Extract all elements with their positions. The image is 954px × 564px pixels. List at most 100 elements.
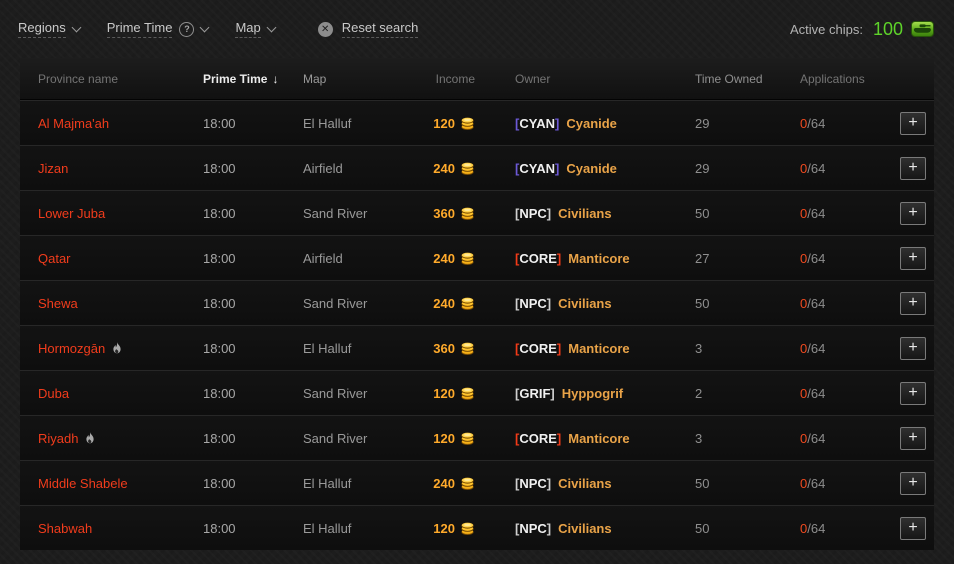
time-owned-cell: 3 — [695, 430, 703, 446]
header-owner[interactable]: Owner — [515, 71, 551, 86]
province-name-link[interactable]: Al Majma'ah — [38, 115, 110, 131]
active-chips-value: 100 — [872, 18, 903, 39]
clan-name-link[interactable]: Manticore — [568, 250, 630, 266]
clan-tag-open-bracket: [ — [515, 115, 520, 131]
income-cell: 120 — [380, 431, 475, 446]
clan-tag-open-bracket: [ — [515, 340, 520, 356]
clan-tag-close-bracket: ] — [550, 385, 555, 401]
owner-cell: [NPC] Civilians — [515, 476, 695, 491]
apply-plus-button[interactable]: + — [900, 291, 926, 315]
clan-name-link[interactable]: Civilians — [558, 475, 612, 491]
applications-total: /64 — [807, 115, 826, 131]
prime-time-cell: 18:00 — [203, 385, 236, 401]
map-cell: El Halluf — [303, 115, 352, 131]
apply-plus-button[interactable]: + — [900, 201, 926, 225]
clan-name-link[interactable]: Civilians — [558, 205, 612, 221]
table-header-row: Province name Prime Time ↓ Map Income Own… — [20, 58, 934, 100]
table-row: Qatar 18:00 Airfield 240 — [20, 235, 934, 280]
gold-coins-icon — [460, 342, 475, 355]
applications-cell: 0/64 — [800, 476, 885, 491]
regions-filter-dropdown[interactable]: Regions — [18, 20, 82, 38]
province-name-link[interactable]: Middle Shabele — [38, 475, 128, 491]
province-name-link[interactable]: Jizan — [38, 160, 69, 176]
applications-used: 0 — [800, 430, 808, 446]
time-owned-cell: 50 — [695, 205, 710, 221]
clan-tag-open-bracket: [ — [515, 475, 520, 491]
gold-coins-icon — [460, 252, 475, 265]
income-value: 120 — [433, 520, 455, 536]
clan-name-link[interactable]: Manticore — [568, 430, 630, 446]
apply-plus-button[interactable]: + — [900, 111, 926, 135]
table-row: Lower Juba 18:00 Sand River 360 — [20, 190, 934, 235]
owner-cell: [GRIF] Hyppogrif — [515, 386, 695, 401]
owner-cell: [CORE] Manticore — [515, 341, 695, 356]
income-cell: 120 — [380, 521, 475, 536]
sort-desc-icon: ↓ — [272, 71, 279, 86]
reset-search-button[interactable]: ✕ Reset search — [317, 20, 419, 38]
table-row: Jizan 18:00 Airfield 240 — [20, 145, 934, 190]
owner-cell: [CORE] Manticore — [515, 431, 695, 446]
map-filter-dropdown[interactable]: Map — [235, 20, 277, 38]
prime-time-cell: 18:00 — [203, 340, 236, 356]
applications-used: 0 — [800, 160, 808, 176]
province-name-link[interactable]: Shabwah — [38, 520, 93, 536]
apply-plus-button[interactable]: + — [900, 471, 926, 495]
income-cell: 360 — [380, 206, 475, 221]
time-owned-cell: 3 — [695, 340, 703, 356]
owner-cell: [CYAN] Cyanide — [515, 116, 695, 131]
clan-tag: CORE — [519, 340, 557, 356]
applications-used: 0 — [800, 250, 808, 266]
chevron-down-icon — [266, 22, 277, 33]
clan-tag-close-bracket: ] — [555, 160, 560, 176]
clan-name-link[interactable]: Manticore — [568, 340, 630, 356]
prime-time-filter-dropdown[interactable]: Prime Time ? — [106, 20, 210, 38]
income-cell: 240 — [380, 476, 475, 491]
prime-time-cell: 18:00 — [203, 520, 236, 536]
income-value: 240 — [433, 295, 455, 311]
clan-tag: NPC — [519, 520, 547, 536]
apply-plus-button[interactable]: + — [900, 426, 926, 450]
owner-cell: [CORE] Manticore — [515, 251, 695, 266]
income-value: 240 — [433, 160, 455, 176]
province-name-link[interactable]: Lower Juba — [38, 205, 106, 221]
prime-time-cell: 18:00 — [203, 475, 236, 491]
header-province-name[interactable]: Province name — [38, 71, 119, 86]
apply-plus-button[interactable]: + — [900, 246, 926, 270]
clan-name-link[interactable]: Civilians — [558, 295, 612, 311]
header-time-owned[interactable]: Time Owned — [695, 71, 763, 86]
clan-name-link[interactable]: Cyanide — [566, 160, 617, 176]
header-applications[interactable]: Applications — [800, 71, 865, 86]
prime-time-cell: 18:00 — [203, 250, 236, 266]
clan-name-link[interactable]: Hyppogrif — [561, 385, 624, 401]
clan-tag-close-bracket: ] — [546, 295, 552, 311]
apply-plus-button[interactable]: + — [900, 156, 926, 180]
clan-tag: NPC — [519, 475, 547, 491]
income-cell: 120 — [380, 116, 475, 131]
header-prime-time[interactable]: Prime Time ↓ — [203, 72, 303, 86]
province-name-link[interactable]: Duba — [38, 385, 70, 401]
map-cell: Sand River — [303, 295, 368, 311]
owner-cell: [NPC] Civilians — [515, 206, 695, 221]
apply-plus-button[interactable]: + — [900, 336, 926, 360]
province-name-link[interactable]: Shewa — [38, 295, 78, 311]
gold-coins-icon — [460, 387, 475, 400]
income-value: 240 — [433, 250, 455, 266]
province-name-link[interactable]: Riyadh — [38, 430, 79, 446]
clan-tag-close-bracket: ] — [546, 475, 552, 491]
apply-plus-button[interactable]: + — [900, 516, 926, 540]
applications-total: /64 — [807, 250, 826, 266]
clan-name-link[interactable]: Cyanide — [566, 115, 617, 131]
clan-name-link[interactable]: Civilians — [558, 520, 612, 536]
province-name-link[interactable]: Hormozgān — [38, 340, 106, 356]
applications-cell: 0/64 — [800, 341, 885, 356]
income-value: 360 — [433, 340, 455, 356]
applications-cell: 0/64 — [800, 206, 885, 221]
help-icon[interactable]: ? — [179, 21, 195, 37]
apply-plus-button[interactable]: + — [900, 381, 926, 405]
chevron-down-icon — [71, 22, 82, 33]
prime-time-cell: 18:00 — [203, 430, 236, 446]
header-income[interactable]: Income — [435, 71, 475, 86]
income-value: 120 — [433, 385, 455, 401]
header-map[interactable]: Map — [303, 71, 327, 86]
province-name-link[interactable]: Qatar — [38, 250, 71, 266]
